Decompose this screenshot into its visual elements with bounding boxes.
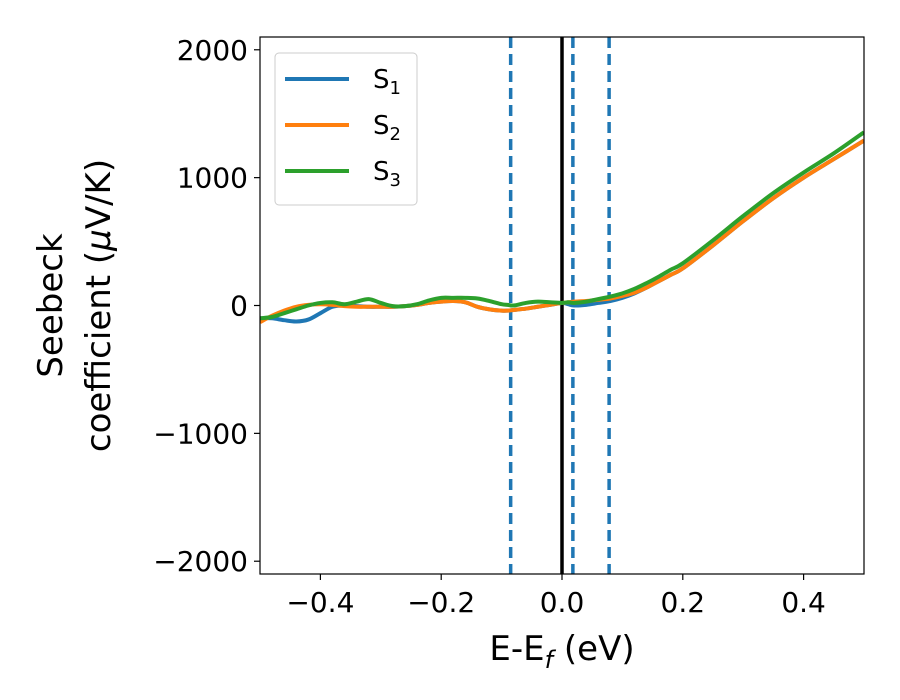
x-tick-label: −0.2 [407,586,475,619]
legend-label: S3 [373,157,401,191]
y-axis-label-line2: coefficient (μV/K) [79,159,119,452]
y-tick-label: 2000 [177,34,248,67]
series-line-s3 [260,130,864,321]
x-axis-label: E-Ef (eV) [489,629,634,674]
y-tick-label: 1000 [177,162,248,195]
x-tick-label: −0.4 [286,586,354,619]
x-axis-ticks: −0.4 −0.2 0.0 0.2 0.4 [286,574,826,619]
legend-box [274,52,418,206]
reference-lines [508,37,611,574]
y-tick-label: 0 [230,290,248,323]
y-axis-label-mu: μ [79,229,119,252]
y-axis-label-main: coefficient ( [79,251,119,452]
x-tick-label: 0.0 [540,586,585,619]
series-lines [260,130,864,324]
legend-item-s2: S2 [285,111,401,145]
x-tick-label: 0.2 [661,586,706,619]
legend: S1 S2 S3 [274,52,418,206]
y-axis-label-line1: Seebeck [31,233,71,378]
x-axis-label-unit: (eV) [553,629,635,669]
legend-item-s1: S1 [285,65,401,99]
y-axis-label: Seebeck coefficient (μV/K) [31,159,119,452]
x-axis-label-main: E-E [489,629,544,669]
y-tick-label: −1000 [153,417,248,450]
y-axis-ticks: −2000 −1000 0 1000 2000 [153,34,260,578]
x-tick-label: 0.4 [781,586,826,619]
legend-label: S2 [373,111,401,145]
legend-items: S1 S2 S3 [285,65,401,191]
y-tick-label: −2000 [153,545,248,578]
plot-area [259,36,865,575]
legend-item-s3: S3 [285,157,401,191]
series-line-s2 [260,138,864,324]
y-axis-label-unit: V/K) [79,159,119,229]
legend-label: S1 [373,65,401,99]
